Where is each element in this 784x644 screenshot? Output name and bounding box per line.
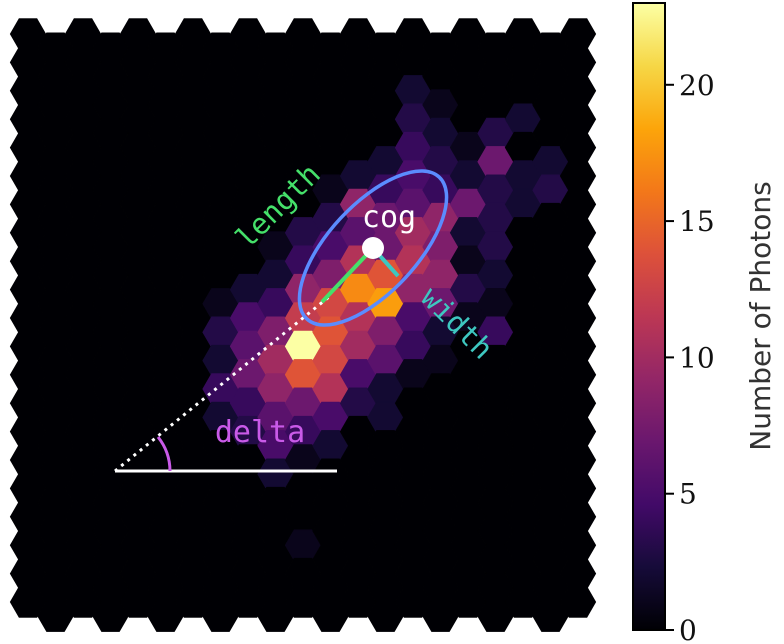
colorbar-tick-label: 15 (679, 205, 715, 238)
colorbar-tick-label: 5 (679, 478, 697, 511)
hex-pixel (477, 600, 514, 632)
hex-pixel (449, 586, 487, 618)
length-line (320, 246, 375, 304)
delta-angle-arc (156, 436, 172, 472)
hex-pixel (147, 600, 184, 632)
hex-pixel (339, 586, 377, 618)
colorbar-label: Number of Photons (744, 181, 777, 450)
cog-marker (362, 237, 384, 259)
hex-pixel (422, 600, 459, 632)
hex-pixel (257, 600, 294, 632)
hex-pixel (119, 586, 157, 618)
hex-pixel (367, 600, 404, 632)
delta-label: delta (215, 415, 305, 450)
hex-pixel (174, 586, 212, 618)
hillas-ellipse (297, 169, 449, 327)
major-axis-extension (114, 294, 331, 473)
hex-pixel (312, 600, 349, 632)
hex-pixel (504, 586, 542, 618)
hex-pixel (202, 600, 239, 632)
hex-pixel (229, 586, 267, 618)
camera-hex-grid (9, 18, 597, 632)
colorbar: 0 5 10 15 20 Number of Photons (632, 2, 777, 644)
colorbar-gradient (632, 2, 666, 631)
hex-pixel (284, 586, 322, 618)
hex-pixel (394, 586, 432, 618)
hex-pixel (37, 600, 74, 632)
cog-label: cog (362, 200, 416, 235)
hex-pixel (559, 586, 597, 618)
hex-pixel (64, 586, 102, 618)
colorbar-tick-label: 0 (679, 614, 697, 644)
hex-pixel (92, 600, 129, 632)
hex-pixel (532, 600, 569, 632)
colorbar-ticks: 0 5 10 15 20 (665, 69, 715, 644)
hex-pixel (9, 586, 47, 618)
colorbar-tick-label: 10 (679, 341, 715, 374)
colorbar-tick-label: 20 (679, 69, 715, 102)
